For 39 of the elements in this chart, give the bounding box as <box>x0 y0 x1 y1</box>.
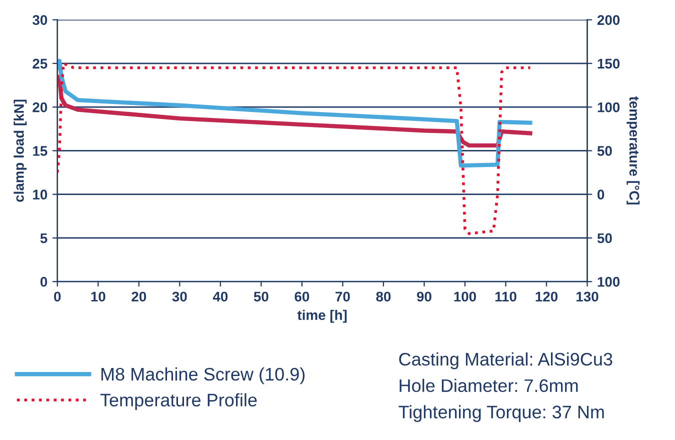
y-tick-label: 10 <box>33 190 48 200</box>
x-tick-label: 90 <box>416 292 432 302</box>
x-tick-label: 70 <box>336 292 350 302</box>
y-tick-label: 5 <box>40 233 48 244</box>
x-tick-label: 30 <box>172 292 187 302</box>
y2-axis-title: temperature [°C] <box>626 96 640 204</box>
y2-tick-label: 200 <box>597 15 620 25</box>
y-tick-label: 15 <box>33 146 48 156</box>
legend-label: Temperature Profile <box>100 393 257 410</box>
line-series <box>57 58 532 168</box>
y-tick-label: 20 <box>32 102 48 112</box>
x-tick-label: 20 <box>132 292 146 302</box>
y-tick-label: 30 <box>32 15 48 25</box>
y2-tick-label: 100 <box>598 102 620 112</box>
x-axis-title: time [h] <box>297 310 347 323</box>
x-tick-label: 60 <box>294 292 310 302</box>
x-tick-label: 110 <box>495 292 516 302</box>
y-tick-label: 0 <box>40 276 48 287</box>
y2-tick-label: 100 <box>598 276 620 287</box>
line-series <box>57 62 532 235</box>
x-tick-label: 10 <box>91 292 106 302</box>
x-tick-label: 130 <box>576 292 598 302</box>
x-tick-label: 0 <box>54 292 61 302</box>
x-tick-label: 50 <box>254 292 268 302</box>
y-tick-label: 25 <box>32 58 48 69</box>
y2-tick-label: 50 <box>597 146 612 156</box>
y2-tick-label: 150 <box>598 58 620 69</box>
legend-label: M8 Machine Screw (10.9) <box>101 367 305 384</box>
text: Casting Material: AlSi9Cu3 <box>399 352 612 370</box>
x-tick-label: 40 <box>212 292 228 302</box>
x-tick-label: 80 <box>376 292 391 302</box>
y2-tick-label: 0 <box>598 190 604 200</box>
text: Tightening Torque: 37 Nm <box>398 405 604 422</box>
x-tick-label: 120 <box>536 292 558 302</box>
line-series <box>57 74 532 148</box>
y-axis-title: clamp load [kN] <box>14 100 27 202</box>
x-tick-label: 100 <box>454 292 476 302</box>
text: Hole Diameter: 7.6mm <box>400 378 578 392</box>
y2-tick-label: 50 <box>597 233 612 244</box>
